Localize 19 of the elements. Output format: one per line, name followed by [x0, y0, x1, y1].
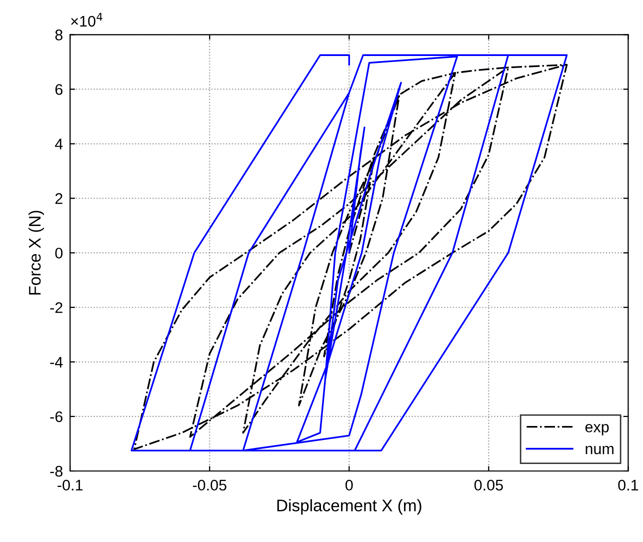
- legend-label: exp: [585, 424, 609, 436]
- y-tick-label: 8: [55, 30, 62, 40]
- x-tick-label: 0.1: [618, 480, 638, 491]
- y-tick-label: -8: [50, 466, 62, 477]
- y-tick-label: -2: [50, 302, 62, 313]
- legend-label: num: [586, 446, 614, 454]
- y-tick-label: 6: [55, 84, 62, 95]
- y-axis-title: Force X (N): [28, 210, 44, 295]
- y-tick-label: -4: [50, 356, 63, 368]
- x-tick-label: -0.05: [192, 480, 226, 491]
- x-tick-label: -0.1: [58, 480, 83, 491]
- y-tick-label: 4: [55, 138, 63, 150]
- x-tick-label: 0.05: [474, 480, 503, 491]
- y-tick-label: 0: [55, 248, 63, 259]
- y-tick-label: 2: [55, 193, 62, 204]
- y-tick-label: -6: [50, 411, 62, 422]
- text: ×10$^{4}$: [71, 12, 102, 27]
- x-tick-label: 0: [346, 480, 353, 491]
- x-axis-title: Displacement X (m): [277, 499, 422, 515]
